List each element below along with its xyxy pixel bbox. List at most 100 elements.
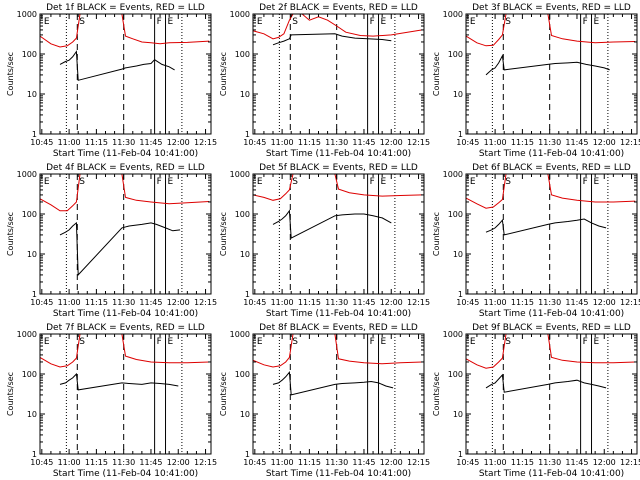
marker-label-e: E	[44, 177, 50, 187]
y-tick-label: 10	[27, 410, 37, 419]
x-axis-label: Start Time (11-Feb-04 10:41:00)	[266, 469, 411, 479]
x-tick-label: 11:15	[511, 298, 534, 307]
y-tick-label: 1000	[230, 330, 250, 339]
x-tick-label: 12:00	[593, 138, 616, 147]
series-lld-line	[252, 13, 423, 40]
marker-label-e: E	[594, 337, 600, 347]
chart-panel-8: Det 8f BLACK = Events, RED = LLD Counts/s…	[219, 323, 430, 479]
y-tick-label: 10	[453, 90, 463, 99]
marker-label-e: E	[381, 17, 387, 27]
y-tick-label: 1000	[443, 170, 463, 179]
marker-label-e: E	[594, 177, 600, 187]
series-lld-line	[252, 173, 423, 201]
y-tick-label: 1	[245, 130, 250, 139]
y-tick-label: 1	[245, 450, 250, 459]
series-lld-line	[465, 13, 636, 47]
axes-frame	[252, 173, 425, 295]
marker-label-e: E	[470, 177, 476, 187]
y-tick-label: 1	[458, 290, 463, 299]
chart-title: Det 1f BLACK = Events, RED = LLD	[46, 3, 205, 13]
y-tick-label: 100	[448, 370, 463, 379]
marker-label-e: E	[594, 17, 600, 27]
chart-panel-2: Det 2f BLACK = Events, RED = LLD Counts/s…	[219, 3, 430, 159]
x-tick-label: 11:45	[139, 298, 162, 307]
marker-label-f: F	[370, 17, 375, 27]
marker-label-e: E	[470, 337, 476, 347]
x-tick-label: 10:45	[243, 298, 266, 307]
marker-label-e: E	[44, 17, 50, 27]
chart-title: Det 6f BLACK = Events, RED = LLD	[472, 163, 631, 173]
x-tick-label: 11:30	[112, 138, 135, 147]
x-tick-label: 11:00	[58, 298, 81, 307]
x-axis-label: Start Time (11-Feb-04 10:41:00)	[479, 309, 624, 319]
x-axis-label: Start Time (11-Feb-04 10:41:00)	[266, 149, 411, 159]
x-tick-label: 11:30	[325, 298, 348, 307]
x-tick-label: 12:00	[593, 458, 616, 467]
x-tick-label: 12:15	[194, 458, 217, 467]
x-tick-label: 11:00	[484, 298, 507, 307]
x-tick-label: 11:00	[271, 298, 294, 307]
series-events-line	[485, 373, 607, 393]
y-axis-label: Counts/sec	[6, 212, 15, 256]
marker-label-f: F	[157, 337, 162, 347]
y-tick-label: 10	[27, 250, 37, 259]
x-tick-label: 11:00	[484, 458, 507, 467]
y-tick-label: 1000	[230, 170, 250, 179]
x-tick-label: 10:45	[456, 138, 479, 147]
y-tick-label: 100	[235, 50, 250, 59]
chart-title: Det 7f BLACK = Events, RED = LLD	[46, 323, 205, 333]
x-tick-label: 11:15	[511, 458, 534, 467]
x-tick-label: 10:45	[30, 298, 53, 307]
y-tick-label: 1	[245, 290, 250, 299]
chart-title: Det 5f BLACK = Events, RED = LLD	[259, 163, 418, 173]
x-tick-label: 11:00	[271, 458, 294, 467]
x-tick-label: 11:15	[511, 138, 534, 147]
y-tick-label: 1000	[17, 330, 37, 339]
x-tick-label: 12:00	[167, 298, 190, 307]
x-tick-label: 11:00	[58, 458, 81, 467]
marker-label-f: F	[583, 17, 588, 27]
x-tick-label: 11:30	[538, 298, 561, 307]
y-tick-label: 100	[448, 50, 463, 59]
y-tick-label: 10	[453, 250, 463, 259]
marker-label-e: E	[257, 337, 263, 347]
series-lld-line	[39, 173, 210, 212]
x-tick-label: 11:45	[565, 298, 588, 307]
x-tick-label: 12:15	[620, 138, 640, 147]
y-tick-label: 1	[32, 130, 37, 139]
x-tick-label: 11:15	[298, 138, 321, 147]
series-events-line	[59, 372, 179, 391]
y-axis-label: Counts/sec	[6, 372, 15, 416]
x-tick-label: 11:45	[565, 458, 588, 467]
series-events-line	[272, 371, 394, 396]
x-tick-label: 11:15	[85, 458, 108, 467]
x-tick-label: 11:45	[139, 458, 162, 467]
y-axis-label: Counts/sec	[432, 372, 441, 416]
y-tick-label: 100	[448, 210, 463, 219]
y-tick-label: 1	[32, 450, 37, 459]
axes-frame	[465, 173, 638, 295]
axes-frame	[465, 13, 638, 135]
y-tick-label: 10	[240, 250, 250, 259]
x-axis-label: Start Time (11-Feb-04 10:41:00)	[479, 149, 624, 159]
marker-label-f: F	[583, 337, 588, 347]
y-axis-label: Counts/sec	[432, 52, 441, 96]
marker-label-f: F	[583, 177, 588, 187]
x-tick-label: 10:45	[456, 458, 479, 467]
axes-frame	[39, 333, 212, 455]
marker-label-s: S	[292, 177, 298, 187]
chart-panel-1: Det 1f BLACK = Events, RED = LLD Counts/s…	[6, 3, 217, 159]
x-tick-label: 11:45	[352, 298, 375, 307]
y-tick-label: 100	[235, 210, 250, 219]
axes-frame	[39, 13, 212, 135]
marker-label-s: S	[79, 177, 85, 187]
x-tick-label: 11:00	[271, 138, 294, 147]
x-tick-label: 11:45	[352, 458, 375, 467]
chart-panel-9: Det 9f BLACK = Events, RED = LLD Counts/s…	[432, 323, 640, 479]
x-tick-label: 12:15	[620, 458, 640, 467]
marker-label-f: F	[370, 337, 375, 347]
marker-label-e: E	[470, 17, 476, 27]
x-tick-label: 11:30	[112, 458, 135, 467]
marker-label-s: S	[292, 337, 298, 347]
x-tick-label: 11:30	[538, 458, 561, 467]
